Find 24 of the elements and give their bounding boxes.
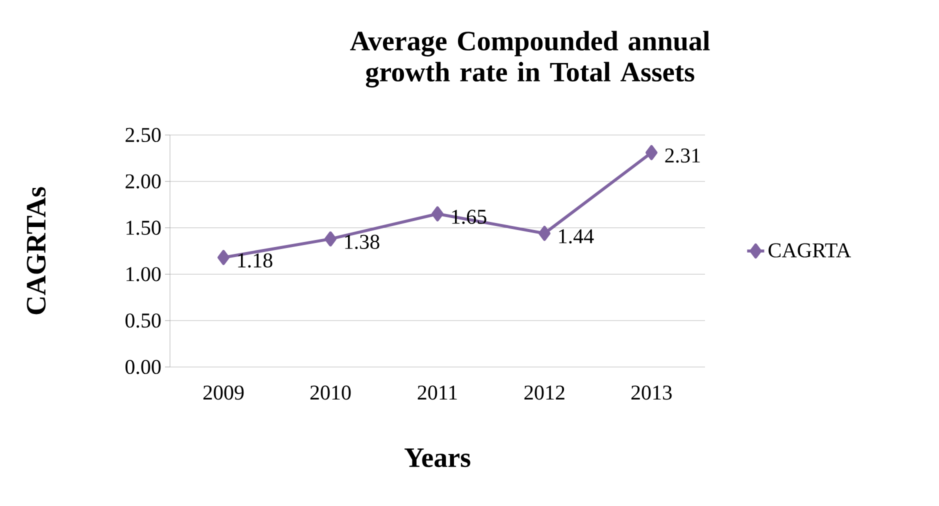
x-tick-label: 2010 [310, 386, 351, 400]
y-tick-label: 1.00 [126, 267, 161, 282]
y-tick-label: 2.00 [126, 174, 161, 189]
point [538, 226, 550, 241]
point [218, 250, 230, 265]
x-tick-label: 2009 [203, 386, 244, 400]
x-axis-title: Years [404, 448, 470, 468]
data-label: 1.44 [559, 229, 594, 244]
chart-title: Average Compounded annual growth rate in Total Assets [350, 30, 710, 88]
data-label: 1.38 [345, 234, 380, 250]
point [646, 145, 658, 160]
y-tick-label: 0.50 [126, 313, 161, 328]
y-tick-label: 0.00 [126, 360, 161, 374]
y-tick-label: 2.50 [126, 128, 161, 142]
point [324, 231, 337, 246]
x-tick-label: 2011 [418, 386, 457, 400]
x-tick-label: 2013 [631, 386, 672, 400]
point [432, 206, 444, 222]
legend-label: CAGRTA [768, 243, 851, 258]
data-label: 1.18 [238, 253, 272, 268]
y-axis-title: CAGRTAs [26, 187, 46, 314]
data-label: 2.31 [665, 148, 700, 163]
x-tick-label: 2012 [524, 386, 564, 400]
y-tick-label: 1.50 [126, 220, 161, 235]
